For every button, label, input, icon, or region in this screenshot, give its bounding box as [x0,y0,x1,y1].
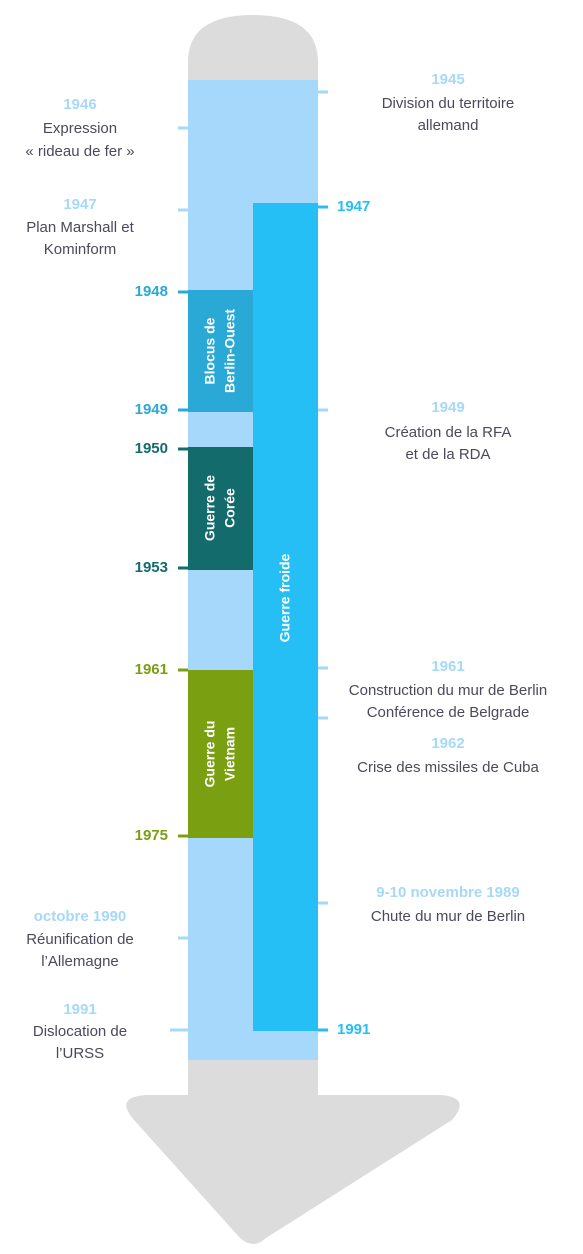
period-end: 1975 [135,827,168,844]
main-period-bar [253,203,318,1031]
event-text: allemand [418,117,479,134]
period-end: 1953 [135,559,168,576]
period-label: Berlin-Ouest [222,309,238,393]
event-date: octobre 1990 [34,908,127,925]
event-text: « rideau de fer » [25,143,134,160]
event-date: 1961 [431,658,464,675]
period-bar [188,670,253,838]
arrow-head [126,1060,460,1244]
period-bar [188,447,253,570]
event-date: 1945 [431,71,464,88]
event-date: 1947 [63,196,96,213]
main-period-end: 1991 [337,1021,370,1038]
period-label: Guerre de [202,475,218,541]
period-label: Blocus de [202,317,218,384]
main-period-start: 1947 [337,198,370,215]
event-text: l’Allemagne [41,953,119,970]
event-text: Création de la RFA [385,424,512,441]
period-label: Guerre du [202,721,218,788]
period-start: 1961 [135,661,168,678]
event-text: Crise des missiles de Cuba [357,759,539,776]
event-text: Plan Marshall et [26,219,134,236]
event-date: 1949 [431,399,464,416]
main-period-label: Guerre froide [277,553,293,642]
event-date: 1946 [63,96,96,113]
event-text: Kominform [44,241,117,258]
event-text: Division du territoire [382,95,515,112]
event-text: l’URSS [56,1045,104,1062]
event-date: 1962 [431,735,464,752]
event-text: Réunification de [26,931,134,948]
event-date: 1991 [63,1001,96,1018]
period-label: Vietnam [222,727,238,781]
period-start: 1950 [135,440,168,457]
event-date: 9-10 novembre 1989 [376,884,519,901]
arrow-top [188,15,318,80]
period-start: 1948 [135,283,168,300]
period-end: 1949 [135,401,168,418]
event-text: Dislocation de [33,1023,127,1040]
period-label: Corée [222,488,238,528]
event-text: Construction du mur de Berlin [349,682,547,699]
event-text: Conférence de Belgrade [367,704,530,721]
event-text: Expression [43,120,117,137]
event-text: et de la RDA [405,446,490,463]
period-bar [188,290,253,412]
event-text: Chute du mur de Berlin [371,908,525,925]
